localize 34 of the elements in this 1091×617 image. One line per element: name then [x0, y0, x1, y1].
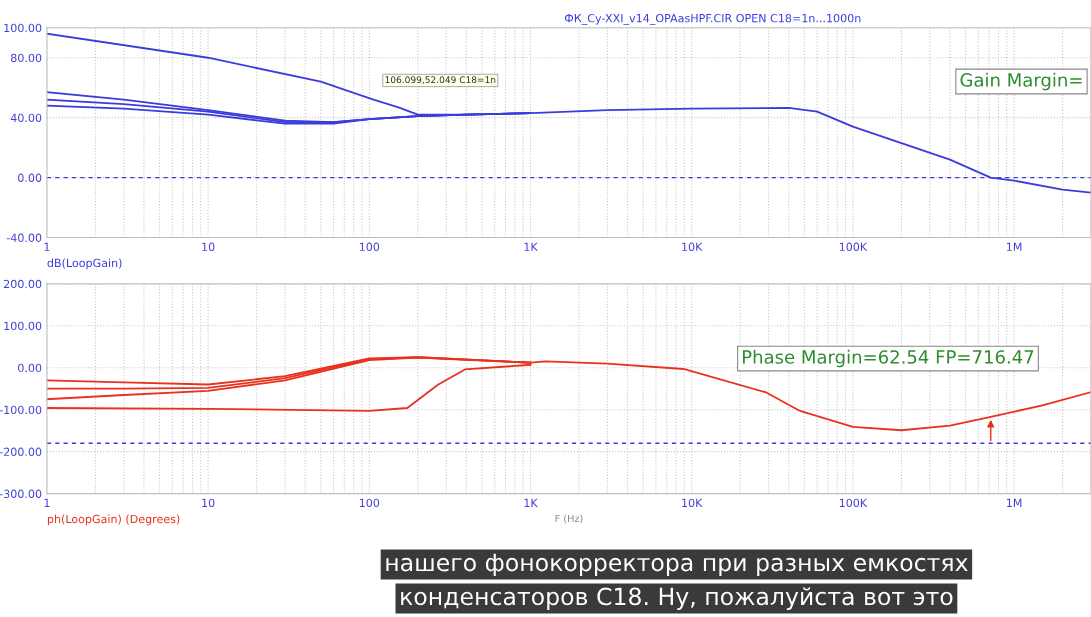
x-tick-label: 10	[202, 242, 215, 252]
x-tick-label: 100K	[839, 498, 868, 508]
x-tick-label: 1K	[524, 242, 538, 251]
x-tick-label: 1M	[1006, 242, 1022, 251]
annotation: Gain Margin=	[960, 72, 1082, 91]
x-tick-label: 10K	[682, 242, 703, 252]
x-tick-label: 100K	[839, 242, 868, 252]
x-tick-label: 100	[359, 242, 380, 252]
x-tick-label: 10	[202, 498, 215, 508]
text: ph(LoopGain) (Degrees)	[47, 514, 180, 526]
y-tick-label: -200.00	[0, 447, 42, 457]
y-tick-label: -40.00	[6, 233, 42, 242]
y-tick-label: 100.00	[4, 23, 42, 33]
y-tick-label: -300.00	[0, 489, 42, 498]
y-tick-label: 100.00	[4, 321, 42, 331]
x-tick-label: 100	[359, 498, 380, 508]
y-tick-label: 80.00	[11, 53, 42, 63]
x-tick-label: 1M	[1006, 498, 1022, 507]
y-tick-label: -100.00	[0, 405, 42, 415]
annotation: Phase Margin=62.54 FP=716.47	[743, 349, 1034, 368]
text: dB(LoopGain)	[47, 258, 122, 270]
y-tick-label: 200.00	[3, 279, 42, 289]
chart-title: ФК_Су-XXI_v14_OPAasHPF.CIR OPEN C18=1n...1000n	[564, 13, 861, 25]
x-tick-label: 10K	[682, 498, 703, 508]
text: конденсаторов С18. Ну, пожалуйста вот это	[401, 587, 953, 610]
y-tick-label: 0.00	[18, 363, 42, 373]
x-tick-label: 1K	[524, 498, 538, 507]
y-tick-label: 0.00	[18, 173, 42, 182]
x-axis-title: F (Hz)	[555, 514, 583, 524]
y-tick-label: 40.00	[10, 113, 42, 123]
text: нашего фонокорректора при разных емкостях	[386, 553, 968, 576]
annotation: 106.099,52.049 C18=1n	[385, 76, 496, 84]
x-tick-label: 1	[44, 242, 50, 251]
x-tick-label: 1	[44, 498, 50, 507]
